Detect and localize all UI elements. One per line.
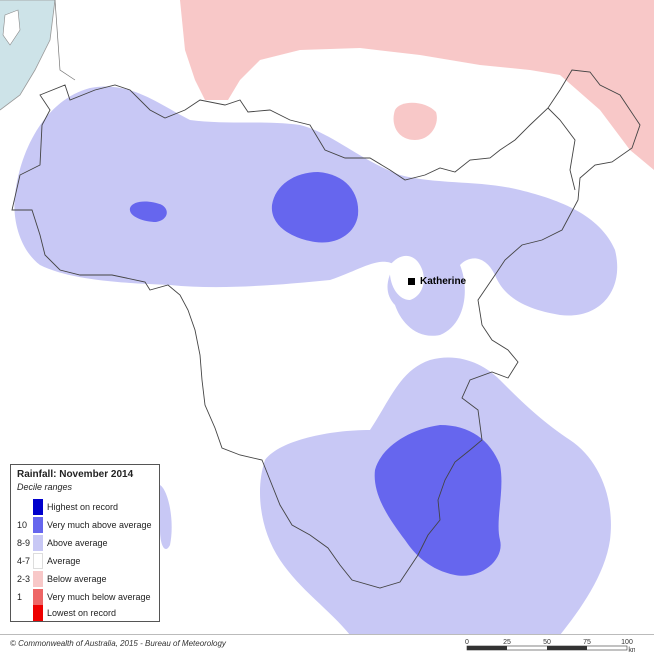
legend-subtitle: Decile ranges — [17, 482, 73, 492]
map-footer: © Commonwealth of Australia, 2015 - Bure… — [0, 634, 654, 654]
legend-item: 4-7 Average — [11, 553, 161, 569]
below-average-patch — [393, 102, 437, 140]
legend-swatch — [33, 571, 43, 587]
scale-tick-0: 0 — [465, 639, 469, 646]
scale-bar: 0 25 50 75 100 km — [465, 639, 635, 653]
legend-title: Rainfall: November 2014 — [17, 469, 134, 480]
legend-item: 2-3 Below average — [11, 571, 161, 587]
scale-tick-75: 75 — [583, 639, 591, 646]
very-much-above-blob-1 — [271, 172, 359, 243]
island — [2, 9, 21, 46]
scale-unit: km — [628, 647, 635, 653]
map-legend: Rainfall: November 2014 Decile ranges Hi… — [10, 464, 160, 622]
scale-tick-100: 100 — [621, 639, 633, 646]
legend-swatch — [33, 553, 43, 569]
above-average-left — [160, 485, 172, 550]
very-much-above-blob-2 — [129, 201, 167, 222]
below-average-region — [180, 0, 654, 170]
region-boundaries — [11, 69, 641, 589]
legend-swatch — [33, 605, 43, 621]
legend-swatch — [33, 517, 43, 533]
legend-item: Highest on record — [11, 499, 161, 515]
legend-item: 1 Very much below average — [11, 589, 161, 605]
legend-item: Lowest on record — [11, 605, 161, 621]
legend-item: 10 Very much above average — [11, 517, 161, 533]
town-label: Katherine — [420, 276, 467, 287]
legend-swatch — [33, 535, 43, 551]
legend-swatch — [33, 499, 43, 515]
copyright-text: © Commonwealth of Australia, 2015 - Bure… — [10, 639, 226, 648]
legend-item: 8-9 Above average — [11, 535, 161, 551]
legend-swatch — [33, 589, 43, 605]
town-marker — [408, 278, 415, 285]
scale-tick-25: 25 — [503, 639, 511, 646]
scale-tick-50: 50 — [543, 639, 551, 646]
katherine-gap — [389, 255, 424, 300]
